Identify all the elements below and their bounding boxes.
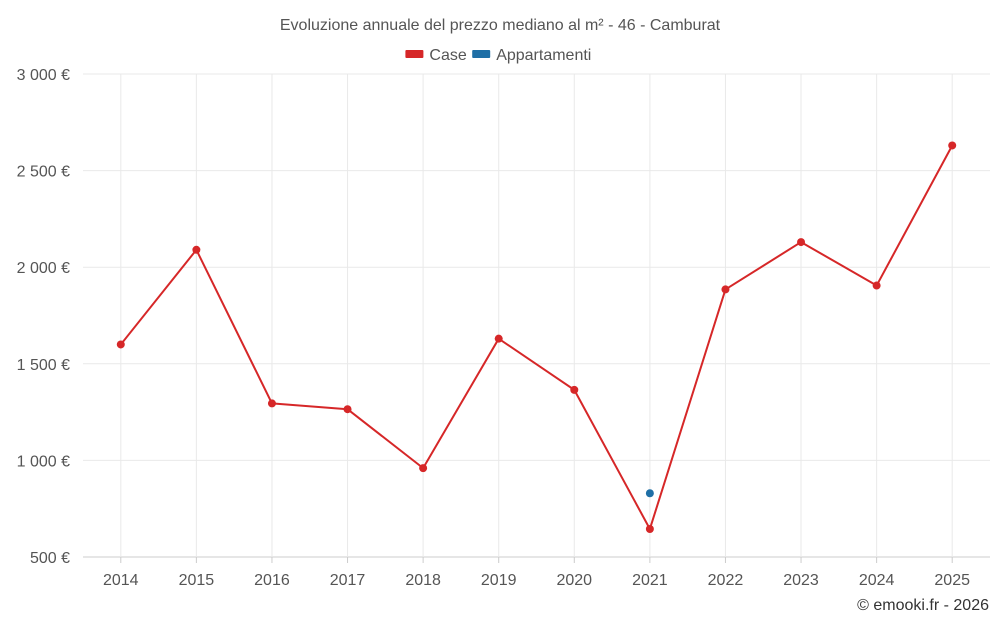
y-tick-label: 1 000 € — [17, 453, 70, 470]
x-tick-label: 2024 — [859, 572, 895, 589]
credit-text: © emooki.fr - 2026 — [857, 597, 989, 614]
data-point[interactable] — [797, 238, 806, 247]
x-tick-label: 2025 — [934, 572, 970, 589]
data-point[interactable] — [872, 281, 881, 290]
grid — [83, 73, 990, 563]
data-point[interactable] — [645, 489, 654, 498]
data-point[interactable] — [267, 399, 276, 408]
legend-label: Appartamenti — [496, 47, 591, 64]
x-tick-label: 2023 — [783, 572, 819, 589]
x-tick-label: 2014 — [103, 572, 139, 589]
x-tick-label: 2016 — [254, 572, 290, 589]
data-point[interactable] — [494, 334, 503, 343]
data-point[interactable] — [645, 524, 654, 533]
legend-item[interactable]: Case — [405, 47, 467, 64]
series-0 — [116, 141, 957, 533]
data-point[interactable] — [570, 385, 579, 394]
series-group — [116, 141, 957, 533]
y-axis-labels: 500 € 1 000 € 1 500 € 2 000 € 2 500 € 3 000 € — [17, 67, 70, 567]
x-tick-label: 2019 — [481, 572, 517, 589]
data-point[interactable] — [419, 464, 428, 473]
legend-marker — [405, 50, 424, 58]
data-point[interactable] — [116, 340, 125, 349]
x-tick-label: 2021 — [632, 572, 668, 589]
legend: Case Appartamenti — [405, 47, 591, 64]
y-tick-label: 500 € — [30, 550, 70, 567]
y-tick-label: 2 000 € — [17, 260, 70, 277]
data-point[interactable] — [948, 141, 957, 150]
x-axis-labels: 2014 2015 2016 2017 2018 2019 2020 2021 2022 2023… — [103, 572, 970, 589]
y-tick-label: 2 500 € — [17, 164, 70, 181]
chart-title: Evoluzione annuale del prezzo mediano al… — [280, 17, 721, 34]
legend-marker — [472, 50, 491, 58]
y-tick-label: 1 500 € — [17, 357, 70, 374]
legend-label: Case — [429, 47, 466, 64]
series-line — [119, 144, 954, 530]
data-point[interactable] — [721, 285, 730, 294]
y-tick-label: 3 000 € — [17, 67, 70, 84]
x-tick-label: 2015 — [179, 572, 215, 589]
x-tick-label: 2020 — [556, 572, 592, 589]
x-tick-label: 2017 — [330, 572, 366, 589]
series-1 — [645, 489, 654, 498]
x-tick-label: 2018 — [405, 572, 441, 589]
data-point[interactable] — [192, 245, 201, 254]
x-tick-label: 2022 — [708, 572, 744, 589]
legend-item[interactable]: Appartamenti — [472, 47, 591, 64]
data-point[interactable] — [343, 405, 352, 414]
